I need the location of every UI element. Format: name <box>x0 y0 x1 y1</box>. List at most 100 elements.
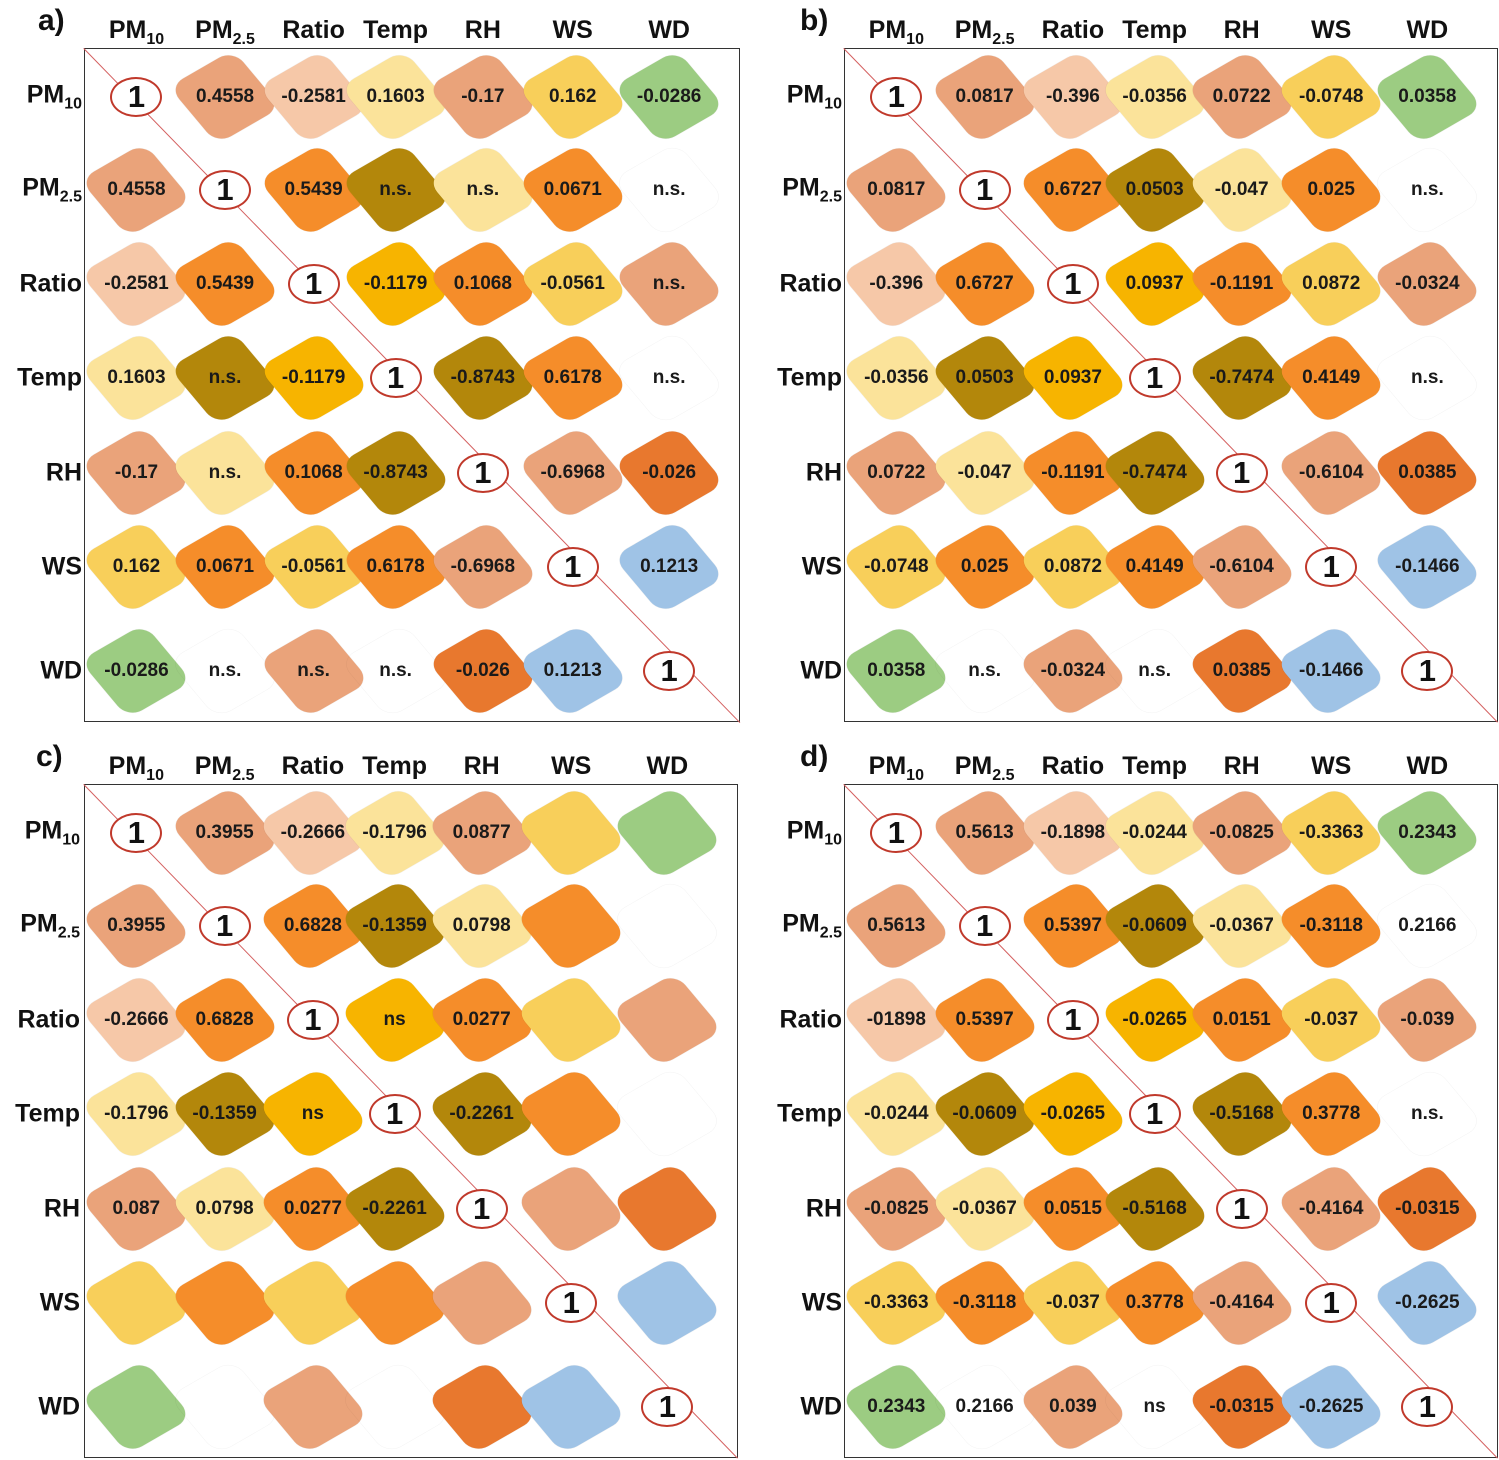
correlation-value: 0.6178 <box>366 555 425 577</box>
correlation-value: n.s. <box>1410 1103 1444 1125</box>
row-label: Temp <box>15 1099 80 1128</box>
correlation-value: -0.0324 <box>1395 272 1460 294</box>
correlation-value: -0.7474 <box>1122 461 1187 483</box>
diagonal-one: 1 <box>368 1094 421 1135</box>
matrix-frame <box>84 48 740 722</box>
correlation-value: 0.5439 <box>284 178 343 200</box>
row-label: PM2.5 <box>782 173 842 206</box>
diagonal-one: 1 <box>545 1282 598 1323</box>
correlation-value: n.s. <box>297 660 330 682</box>
correlation-value: 0.4149 <box>1302 367 1361 389</box>
correlation-value: n.s. <box>1410 178 1444 200</box>
row-label: PM10 <box>786 816 842 849</box>
correlation-value: -0.3118 <box>952 1291 1017 1313</box>
correlation-value: 0.0385 <box>1212 660 1271 682</box>
row-label: PM2.5 <box>22 173 82 206</box>
column-label: Temp <box>1122 752 1188 780</box>
correlation-value: -0.396 <box>1045 85 1100 107</box>
correlation-value: -0.0265 <box>1122 1008 1187 1030</box>
correlation-value: -0.0561 <box>540 272 605 294</box>
correlation-value: -0.5168 <box>1122 1197 1187 1219</box>
row-label: WD <box>800 1392 842 1421</box>
correlation-value: -0.1796 <box>362 821 427 843</box>
correlation-value: 0.3955 <box>107 914 166 936</box>
diagonal-one: 1 <box>870 76 923 117</box>
diagonal-one: 1 <box>198 905 251 946</box>
matrix-frame <box>844 48 1498 722</box>
diagonal-one: 1 <box>546 546 599 587</box>
correlation-value: 0.3778 <box>1125 1291 1184 1313</box>
correlation-value: -01898 <box>866 1008 926 1030</box>
correlation-value: -0.0825 <box>1209 821 1274 843</box>
correlation-value: -0.1191 <box>1209 272 1274 294</box>
diagonal-one: 1 <box>110 76 163 117</box>
correlation-value: 0.2166 <box>1398 914 1457 936</box>
correlation-value: -0.4164 <box>1209 1291 1274 1313</box>
row-label: WS <box>39 1288 80 1317</box>
diagonal-one: 1 <box>286 999 339 1040</box>
correlation-value: 0.0671 <box>195 555 255 577</box>
correlation-value: -0.0324 <box>1040 660 1106 682</box>
correlation-value: 0.5439 <box>195 272 255 294</box>
diagonal-one: 1 <box>870 812 923 853</box>
correlation-value: 0.6727 <box>955 272 1014 294</box>
correlation-value: -0.0265 <box>1040 1103 1106 1125</box>
diagonal-one: 1 <box>199 169 252 210</box>
correlation-value: -0.6968 <box>540 461 605 483</box>
column-label: PM10 <box>868 752 924 784</box>
column-label: Temp <box>362 752 428 780</box>
column-label: WS <box>1311 16 1352 44</box>
correlation-value: -0.026 <box>455 660 510 682</box>
row-label: PM2.5 <box>782 909 842 942</box>
diagonal-one: 1 <box>1128 358 1181 399</box>
correlation-value: 0.025 <box>960 555 1009 577</box>
diagonal-one: 1 <box>1401 651 1454 692</box>
correlation-value: 0.0151 <box>1212 1008 1271 1030</box>
correlation-value: -0.0356 <box>864 367 929 389</box>
row-label: RH <box>43 1194 80 1223</box>
row-label: RH <box>805 1194 842 1223</box>
panel-label: a) <box>38 4 65 37</box>
row-label: Temp <box>17 363 82 392</box>
diagonal-one: 1 <box>958 169 1011 210</box>
correlation-value: -0.1359 <box>362 914 427 936</box>
correlation-value: 0.087 <box>112 1197 161 1219</box>
row-label: Ratio <box>19 269 83 298</box>
correlation-value: -0.0244 <box>864 1103 929 1125</box>
correlation-value: -0.1898 <box>1040 821 1106 843</box>
correlation-value: 0.0358 <box>1398 85 1457 107</box>
correlation-value: 0.2343 <box>867 1396 926 1418</box>
correlation-value: n.s. <box>968 660 1001 682</box>
correlation-value: 0.162 <box>112 555 161 577</box>
correlation-value: ns <box>383 1008 406 1030</box>
row-label: PM10 <box>26 80 82 113</box>
correlation-value: 0.6178 <box>543 367 602 389</box>
column-label: Ratio <box>1041 752 1105 780</box>
correlation-value: 0.5397 <box>1043 914 1102 936</box>
column-label: Ratio <box>281 752 345 780</box>
correlation-value: -0.0244 <box>1122 821 1187 843</box>
correlation-value: n.s. <box>652 272 686 294</box>
correlation-value: 0.4149 <box>1125 555 1184 577</box>
column-label: RH <box>463 752 500 780</box>
correlation-value: n.s. <box>1410 367 1444 389</box>
diagonal-one: 1 <box>1401 1387 1454 1428</box>
panel-label: c) <box>36 740 63 773</box>
column-label: RH <box>1223 752 1260 780</box>
row-label: RH <box>45 458 82 487</box>
diagonal-one: 1 <box>1305 546 1358 587</box>
correlation-value: n.s. <box>208 461 242 483</box>
diagonal-one: 1 <box>1305 1282 1358 1323</box>
correlation-value: 0.4558 <box>107 178 166 200</box>
column-label: PM2.5 <box>195 16 255 48</box>
diagonal-one: 1 <box>958 905 1011 946</box>
diagonal-one: 1 <box>1128 1094 1181 1135</box>
correlation-value: 0.0937 <box>1043 367 1102 389</box>
column-label: WS <box>552 16 593 44</box>
correlation-value: -0.3363 <box>1298 821 1364 843</box>
correlation-value: n.s. <box>466 178 500 200</box>
diagonal-one: 1 <box>1215 1188 1268 1229</box>
correlation-value: -0.3118 <box>1299 914 1363 936</box>
correlation-value: -0.1191 <box>1041 461 1105 483</box>
correlation-value: -0.8743 <box>363 461 428 483</box>
